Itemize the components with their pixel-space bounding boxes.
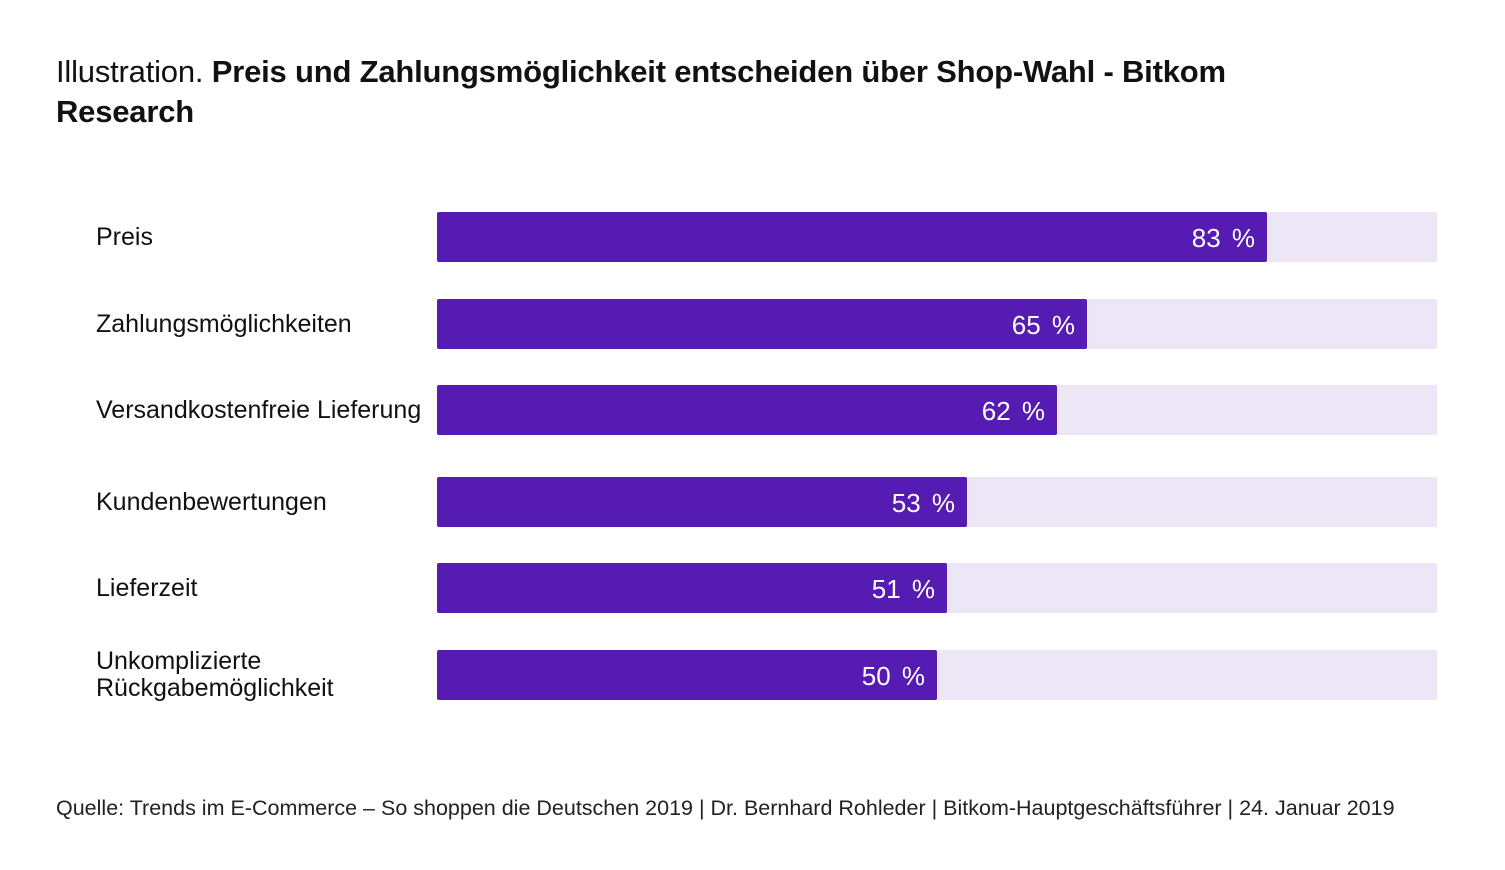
data-label: 50 % [861, 661, 925, 691]
bar: 51 % [437, 563, 947, 613]
bar-track: 62 % [437, 385, 1437, 435]
bar-track: 50 % [437, 650, 1437, 700]
data-label: 53 % [891, 488, 955, 518]
bar-track: 53 % [437, 477, 1437, 527]
bar: 83 % [437, 212, 1267, 262]
title-bold: Preis und Zahlungsmöglichkeit entscheide… [56, 54, 1226, 129]
category-label: Versandkostenfreie Lieferung [96, 395, 422, 424]
category-label: Kundenbewertungen [96, 487, 327, 516]
title-prefix: Illustration. [56, 54, 204, 89]
data-label: 83 % [1191, 223, 1255, 253]
bar: 62 % [437, 385, 1057, 435]
chart-title: Illustration. Preis und Zahlungsmöglichk… [56, 52, 1356, 132]
data-label: 62 % [981, 396, 1045, 426]
bar-track: 65 % [437, 299, 1437, 349]
data-label: 51 % [871, 574, 935, 604]
category-label: Preis [96, 222, 153, 251]
category-label: Unkomplizierte Rückgabemöglichkeit [96, 647, 334, 702]
category-label: Zahlungsmöglichkeiten [96, 309, 352, 338]
category-label: Lieferzeit [96, 573, 198, 602]
data-label: 65 % [1011, 310, 1075, 340]
source-note: Quelle: Trends im E-Commerce – So shoppe… [56, 796, 1395, 820]
bar: 50 % [437, 650, 937, 700]
bar: 65 % [437, 299, 1087, 349]
bar-track: 51 % [437, 563, 1437, 613]
bar-track: 83 % [437, 212, 1437, 262]
bar: 53 % [437, 477, 967, 527]
